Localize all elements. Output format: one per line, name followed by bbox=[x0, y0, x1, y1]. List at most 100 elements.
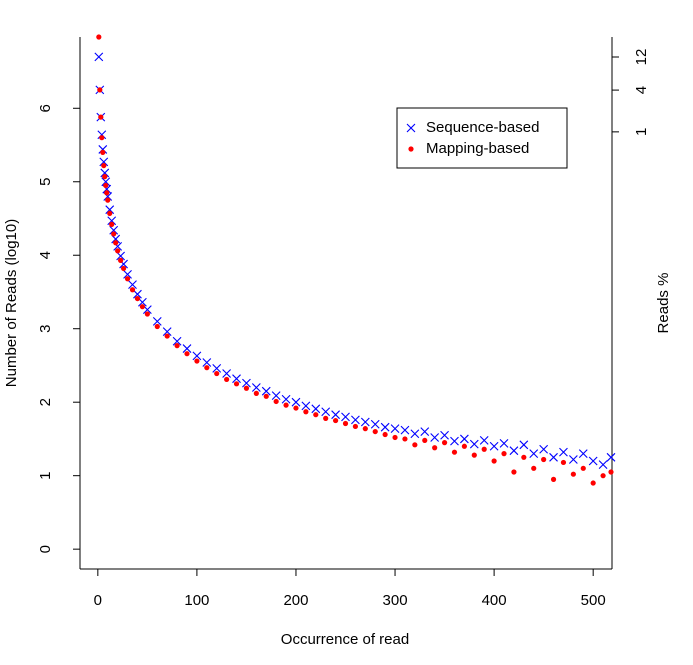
cross-marker bbox=[128, 280, 137, 290]
cross-marker bbox=[479, 436, 489, 445]
dot-marker bbox=[103, 182, 109, 189]
dot-marker bbox=[511, 469, 517, 475]
cross-marker bbox=[107, 216, 117, 226]
y2-tick-label: 1 bbox=[633, 128, 650, 136]
dot-marker bbox=[362, 426, 368, 432]
cross-marker bbox=[390, 424, 400, 434]
dot-marker bbox=[541, 456, 547, 463]
series bbox=[94, 52, 616, 470]
dot-marker bbox=[342, 420, 349, 427]
dot-marker bbox=[313, 412, 319, 418]
dot-marker bbox=[451, 449, 458, 455]
cross-marker bbox=[242, 378, 251, 388]
cross-marker bbox=[489, 441, 499, 451]
dot-marker bbox=[521, 454, 527, 460]
cross-marker bbox=[341, 412, 350, 422]
cross-marker bbox=[578, 449, 588, 459]
cross-marker bbox=[331, 410, 340, 420]
dot-marker bbox=[323, 415, 329, 421]
dot-marker bbox=[253, 390, 259, 396]
dot-marker bbox=[332, 417, 339, 424]
dot-marker bbox=[531, 465, 537, 471]
cross-marker bbox=[105, 205, 115, 215]
dot-marker bbox=[303, 409, 309, 415]
cross-marker bbox=[232, 374, 241, 384]
x-tick-label: 300 bbox=[383, 592, 408, 609]
cross-marker bbox=[98, 145, 108, 154]
cross-marker bbox=[406, 123, 416, 133]
dot-marker bbox=[97, 87, 103, 93]
x-tick-label: 100 bbox=[184, 592, 209, 609]
cross-marker bbox=[529, 449, 539, 459]
cross-marker bbox=[509, 446, 519, 456]
dot-marker bbox=[408, 146, 414, 152]
dot-marker bbox=[372, 428, 378, 435]
dot-marker bbox=[104, 190, 110, 196]
y-tick-label: 5 bbox=[37, 178, 54, 186]
dot-marker bbox=[570, 471, 576, 477]
cross-marker bbox=[94, 52, 104, 62]
dot-marker bbox=[441, 440, 448, 446]
cross-marker bbox=[101, 177, 111, 187]
cross-marker bbox=[152, 316, 162, 326]
dot-marker bbox=[402, 436, 408, 442]
dot-marker bbox=[590, 480, 596, 486]
cross-marker bbox=[450, 436, 459, 446]
dot-marker bbox=[471, 452, 477, 458]
cross-marker bbox=[410, 429, 420, 439]
cross-marker bbox=[568, 455, 578, 464]
cross-marker bbox=[99, 157, 109, 167]
cross-marker bbox=[588, 456, 598, 466]
cross-marker bbox=[291, 397, 301, 407]
dot-marker bbox=[263, 393, 269, 399]
cross-marker bbox=[222, 369, 232, 378]
cross-marker bbox=[400, 425, 410, 435]
cross-marker bbox=[311, 404, 321, 414]
y-axis-label: Number of Reads (log10) bbox=[3, 219, 20, 387]
dot-marker bbox=[382, 431, 388, 438]
cross-marker bbox=[192, 351, 202, 361]
dot-marker bbox=[118, 257, 124, 263]
dot-marker bbox=[392, 434, 398, 441]
dot-marker bbox=[608, 469, 614, 475]
y-tick-label: 0 bbox=[37, 545, 54, 553]
dot-marker bbox=[154, 323, 160, 330]
cross-marker bbox=[100, 168, 110, 178]
cross-marker bbox=[109, 225, 119, 235]
cross-marker bbox=[321, 407, 331, 417]
y-tick-label: 1 bbox=[37, 472, 54, 480]
dot-marker bbox=[432, 445, 438, 451]
dot-marker bbox=[283, 402, 289, 408]
dot-marker bbox=[124, 276, 131, 282]
legend-label: Mapping-based bbox=[426, 140, 529, 157]
dot-marker bbox=[99, 135, 105, 141]
cross-marker bbox=[469, 439, 479, 449]
cross-marker bbox=[539, 444, 549, 454]
dot-marker bbox=[129, 287, 136, 293]
cross-marker bbox=[420, 427, 430, 436]
dot-marker bbox=[134, 295, 141, 302]
cross-marker bbox=[549, 452, 558, 462]
dot-marker bbox=[243, 385, 250, 391]
dot-marker bbox=[273, 398, 279, 405]
dot-marker bbox=[107, 210, 113, 216]
dot-marker bbox=[550, 476, 557, 482]
cross-marker bbox=[172, 336, 182, 346]
cross-marker bbox=[559, 447, 568, 457]
y-tick-label: 3 bbox=[37, 325, 54, 333]
x-tick-label: 0 bbox=[94, 592, 102, 609]
dot-marker bbox=[600, 473, 606, 479]
dot-marker bbox=[194, 358, 200, 364]
dot-marker bbox=[120, 265, 127, 272]
cross-marker bbox=[351, 415, 360, 425]
dot-marker bbox=[144, 311, 150, 317]
dot-marker bbox=[101, 162, 107, 169]
x-axis-label: Occurrence of read bbox=[281, 631, 409, 648]
cross-marker bbox=[162, 327, 172, 337]
cross-marker bbox=[212, 364, 222, 373]
dot-marker bbox=[184, 351, 190, 357]
y2-tick-label: 4 bbox=[633, 86, 650, 94]
dot-marker bbox=[113, 240, 119, 246]
cross-marker bbox=[440, 430, 449, 440]
dot-marker bbox=[164, 333, 170, 339]
